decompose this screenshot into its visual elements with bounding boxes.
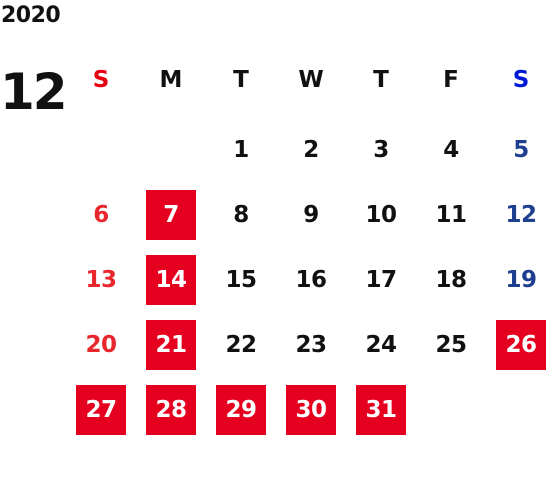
month-label: 12 <box>0 63 68 121</box>
day-cell-11: 11 <box>435 202 467 228</box>
day-cell-10: 10 <box>365 202 397 228</box>
day-cell-13: 13 <box>85 267 117 293</box>
day-cell-17: 17 <box>365 267 397 293</box>
day-cell-27: 27 <box>76 385 126 435</box>
day-cell-28: 28 <box>146 385 196 435</box>
weekday-header-fri: F <box>443 67 459 93</box>
day-cell-15: 15 <box>225 267 257 293</box>
day-cell-18: 18 <box>435 267 467 293</box>
day-cell-25: 25 <box>435 332 467 358</box>
day-cell-14: 14 <box>146 255 196 305</box>
day-cell-6: 6 <box>93 202 109 228</box>
day-cell-20: 20 <box>85 332 117 358</box>
day-cell-24: 24 <box>365 332 397 358</box>
day-cell-2: 2 <box>303 137 319 163</box>
day-cell-16: 16 <box>295 267 327 293</box>
day-cell-3: 3 <box>373 137 389 163</box>
day-cell-5: 5 <box>513 137 529 163</box>
weekday-header-sun: S <box>92 67 110 93</box>
weekday-header-tue: T <box>233 67 249 93</box>
day-cell-9: 9 <box>303 202 319 228</box>
weekday-header-thu: T <box>373 67 389 93</box>
weekday-header-wed: W <box>298 67 324 93</box>
day-cell-19: 19 <box>505 267 537 293</box>
day-cell-21: 21 <box>146 320 196 370</box>
day-cell-30: 30 <box>286 385 336 435</box>
day-cell-23: 23 <box>295 332 327 358</box>
day-cell-1: 1 <box>233 137 249 163</box>
day-cell-31: 31 <box>356 385 406 435</box>
day-cell-29: 29 <box>216 385 266 435</box>
weekday-header-sat: S <box>512 67 530 93</box>
day-cell-12: 12 <box>505 202 537 228</box>
year-label: 2020 <box>1 3 61 28</box>
day-cell-8: 8 <box>233 202 249 228</box>
day-cell-7: 7 <box>146 190 196 240</box>
day-cell-22: 22 <box>225 332 257 358</box>
weekday-header-mon: M <box>159 67 183 93</box>
day-cell-26: 26 <box>496 320 546 370</box>
day-cell-4: 4 <box>443 137 459 163</box>
